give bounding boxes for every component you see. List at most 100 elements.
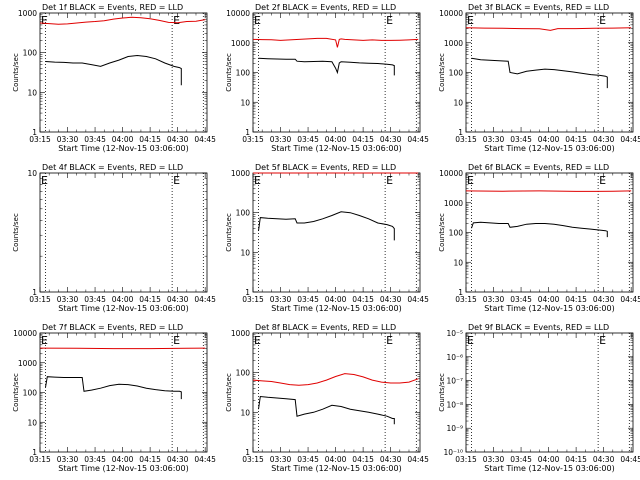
y-tick-label: 1000 bbox=[18, 9, 37, 18]
y-tick-label: 1 bbox=[32, 448, 37, 457]
event-marker-label: E bbox=[254, 14, 261, 27]
y-tick-label: 10 bbox=[453, 258, 463, 267]
x-tick-label: 04:30 bbox=[167, 135, 189, 144]
y-axis-label: Counts/sec bbox=[225, 213, 233, 252]
series-line-red bbox=[39, 347, 206, 350]
series-line-black bbox=[45, 54, 182, 86]
event-marker-label: E bbox=[599, 334, 606, 347]
x-tick-label: 03:30 bbox=[270, 295, 292, 304]
x-tick-label: 04:45 bbox=[194, 135, 216, 144]
y-tick-label: 10 bbox=[240, 248, 250, 257]
panel-title: Det 9f BLACK = Events, RED = LLD bbox=[468, 323, 609, 332]
x-tick-label: 04:45 bbox=[407, 135, 429, 144]
event-marker-label: E bbox=[173, 14, 180, 27]
x-tick-label: 04:30 bbox=[167, 295, 189, 304]
x-axis-label: Start Time (12-Nov-15 03:06:00) bbox=[58, 144, 188, 153]
event-marker-label: E bbox=[254, 174, 261, 187]
x-tick-label: 04:00 bbox=[325, 135, 347, 144]
y-axis-label: Counts/sec bbox=[438, 53, 446, 92]
y-tick-label: 1000 bbox=[231, 329, 250, 338]
y-tick-label: 1 bbox=[458, 128, 463, 137]
x-tick-label: 03:30 bbox=[483, 455, 505, 464]
x-tick-label: 03:15 bbox=[455, 135, 477, 144]
y-tick-label: 100 bbox=[236, 369, 251, 378]
x-tick-label: 04:15 bbox=[352, 455, 374, 464]
x-axis-label: Start Time (12-Nov-15 03:06:00) bbox=[271, 464, 401, 473]
x-tick-label: 03:15 bbox=[242, 295, 264, 304]
y-tick-label: 1000 bbox=[231, 39, 250, 48]
y-tick-label: 10⁻¹⁰ bbox=[443, 448, 463, 457]
y-tick-label: 10⁻⁵ bbox=[446, 329, 463, 338]
y-tick-label: 100 bbox=[449, 229, 464, 238]
x-tick-label: 03:45 bbox=[84, 455, 106, 464]
event-marker-label: E bbox=[173, 334, 180, 347]
series-line-red bbox=[252, 373, 419, 386]
x-tick-label: 03:30 bbox=[57, 295, 79, 304]
y-axis-label: Counts/sec bbox=[12, 373, 20, 412]
y-tick-label: 10⁻⁶ bbox=[446, 353, 463, 362]
detector-panel-3: Det 3f BLACK = Events, RED = LLD 1 10 100 10… bbox=[438, 3, 640, 153]
panel-title: Det 1f BLACK = Events, RED = LLD bbox=[42, 3, 183, 12]
series-line-black bbox=[45, 376, 182, 400]
x-tick-label: 04:15 bbox=[352, 135, 374, 144]
x-tick-label: 04:00 bbox=[112, 455, 134, 464]
x-tick-label: 03:15 bbox=[242, 135, 264, 144]
series-line-black bbox=[471, 221, 608, 238]
x-tick-label: 04:30 bbox=[593, 455, 615, 464]
panel-title: Det 8f BLACK = Events, RED = LLD bbox=[255, 323, 396, 332]
x-tick-label: 03:15 bbox=[455, 455, 477, 464]
y-tick-label: 10⁻⁸ bbox=[446, 400, 463, 409]
x-tick-label: 04:45 bbox=[407, 455, 429, 464]
x-tick-label: 03:15 bbox=[29, 135, 51, 144]
x-tick-label: 04:30 bbox=[593, 135, 615, 144]
detector-panel-7: Det 7f BLACK = Events, RED = LLD 1 10 100 10… bbox=[12, 323, 216, 473]
x-tick-label: 04:00 bbox=[538, 455, 560, 464]
x-axis-label: Start Time (12-Nov-15 03:06:00) bbox=[484, 464, 614, 473]
x-tick-label: 03:45 bbox=[297, 455, 319, 464]
x-tick-label: 04:00 bbox=[538, 295, 560, 304]
detector-panel-4: Det 4f BLACK = Events, RED = LLD 1 10 03:15… bbox=[12, 163, 216, 313]
y-axis-label: Counts/sec bbox=[225, 53, 233, 92]
x-tick-label: 04:45 bbox=[194, 455, 216, 464]
x-tick-label: 03:30 bbox=[270, 455, 292, 464]
event-marker-label: E bbox=[467, 334, 474, 347]
plot-frame bbox=[39, 12, 208, 133]
series-line-black bbox=[471, 57, 608, 89]
x-tick-label: 03:30 bbox=[483, 295, 505, 304]
event-marker-label: E bbox=[467, 174, 474, 187]
series-line-black bbox=[258, 57, 395, 76]
x-tick-label: 03:45 bbox=[510, 455, 532, 464]
y-tick-label: 100 bbox=[236, 69, 251, 78]
event-marker-label: E bbox=[41, 14, 48, 27]
x-tick-label: 04:30 bbox=[380, 455, 402, 464]
x-tick-label: 04:30 bbox=[593, 295, 615, 304]
x-axis-label: Start Time (12-Nov-15 03:06:00) bbox=[271, 304, 401, 313]
event-marker-label: E bbox=[254, 334, 261, 347]
y-tick-label: 1 bbox=[458, 288, 463, 297]
x-tick-label: 04:15 bbox=[139, 455, 161, 464]
series-line-red bbox=[465, 190, 632, 192]
y-tick-label: 10 bbox=[27, 418, 37, 427]
x-tick-label: 04:30 bbox=[380, 135, 402, 144]
y-tick-label: 10 bbox=[240, 98, 250, 107]
x-tick-label: 04:15 bbox=[139, 295, 161, 304]
panel-title: Det 4f BLACK = Events, RED = LLD bbox=[42, 163, 183, 172]
y-tick-label: 10 bbox=[240, 408, 250, 417]
x-tick-label: 04:45 bbox=[620, 455, 640, 464]
detector-panel-6: Det 6f BLACK = Events, RED = LLD 1 10 100 10… bbox=[438, 163, 640, 313]
x-tick-label: 04:00 bbox=[112, 135, 134, 144]
event-marker-label: E bbox=[599, 14, 606, 27]
x-axis-label: Start Time (12-Nov-15 03:06:00) bbox=[271, 144, 401, 153]
y-tick-label: 10⁻⁹ bbox=[446, 424, 463, 433]
y-tick-label: 1 bbox=[32, 288, 37, 297]
x-tick-label: 03:30 bbox=[57, 135, 79, 144]
event-marker-label: E bbox=[386, 174, 393, 187]
panel-title: Det 6f BLACK = Events, RED = LLD bbox=[468, 163, 609, 172]
y-tick-label: 10 bbox=[27, 88, 37, 97]
event-marker-label: E bbox=[599, 174, 606, 187]
y-tick-label: 1 bbox=[245, 448, 250, 457]
y-tick-label: 10 bbox=[27, 169, 37, 178]
y-tick-label: 10000 bbox=[439, 9, 463, 18]
y-axis-label: Counts/sec bbox=[12, 53, 20, 92]
